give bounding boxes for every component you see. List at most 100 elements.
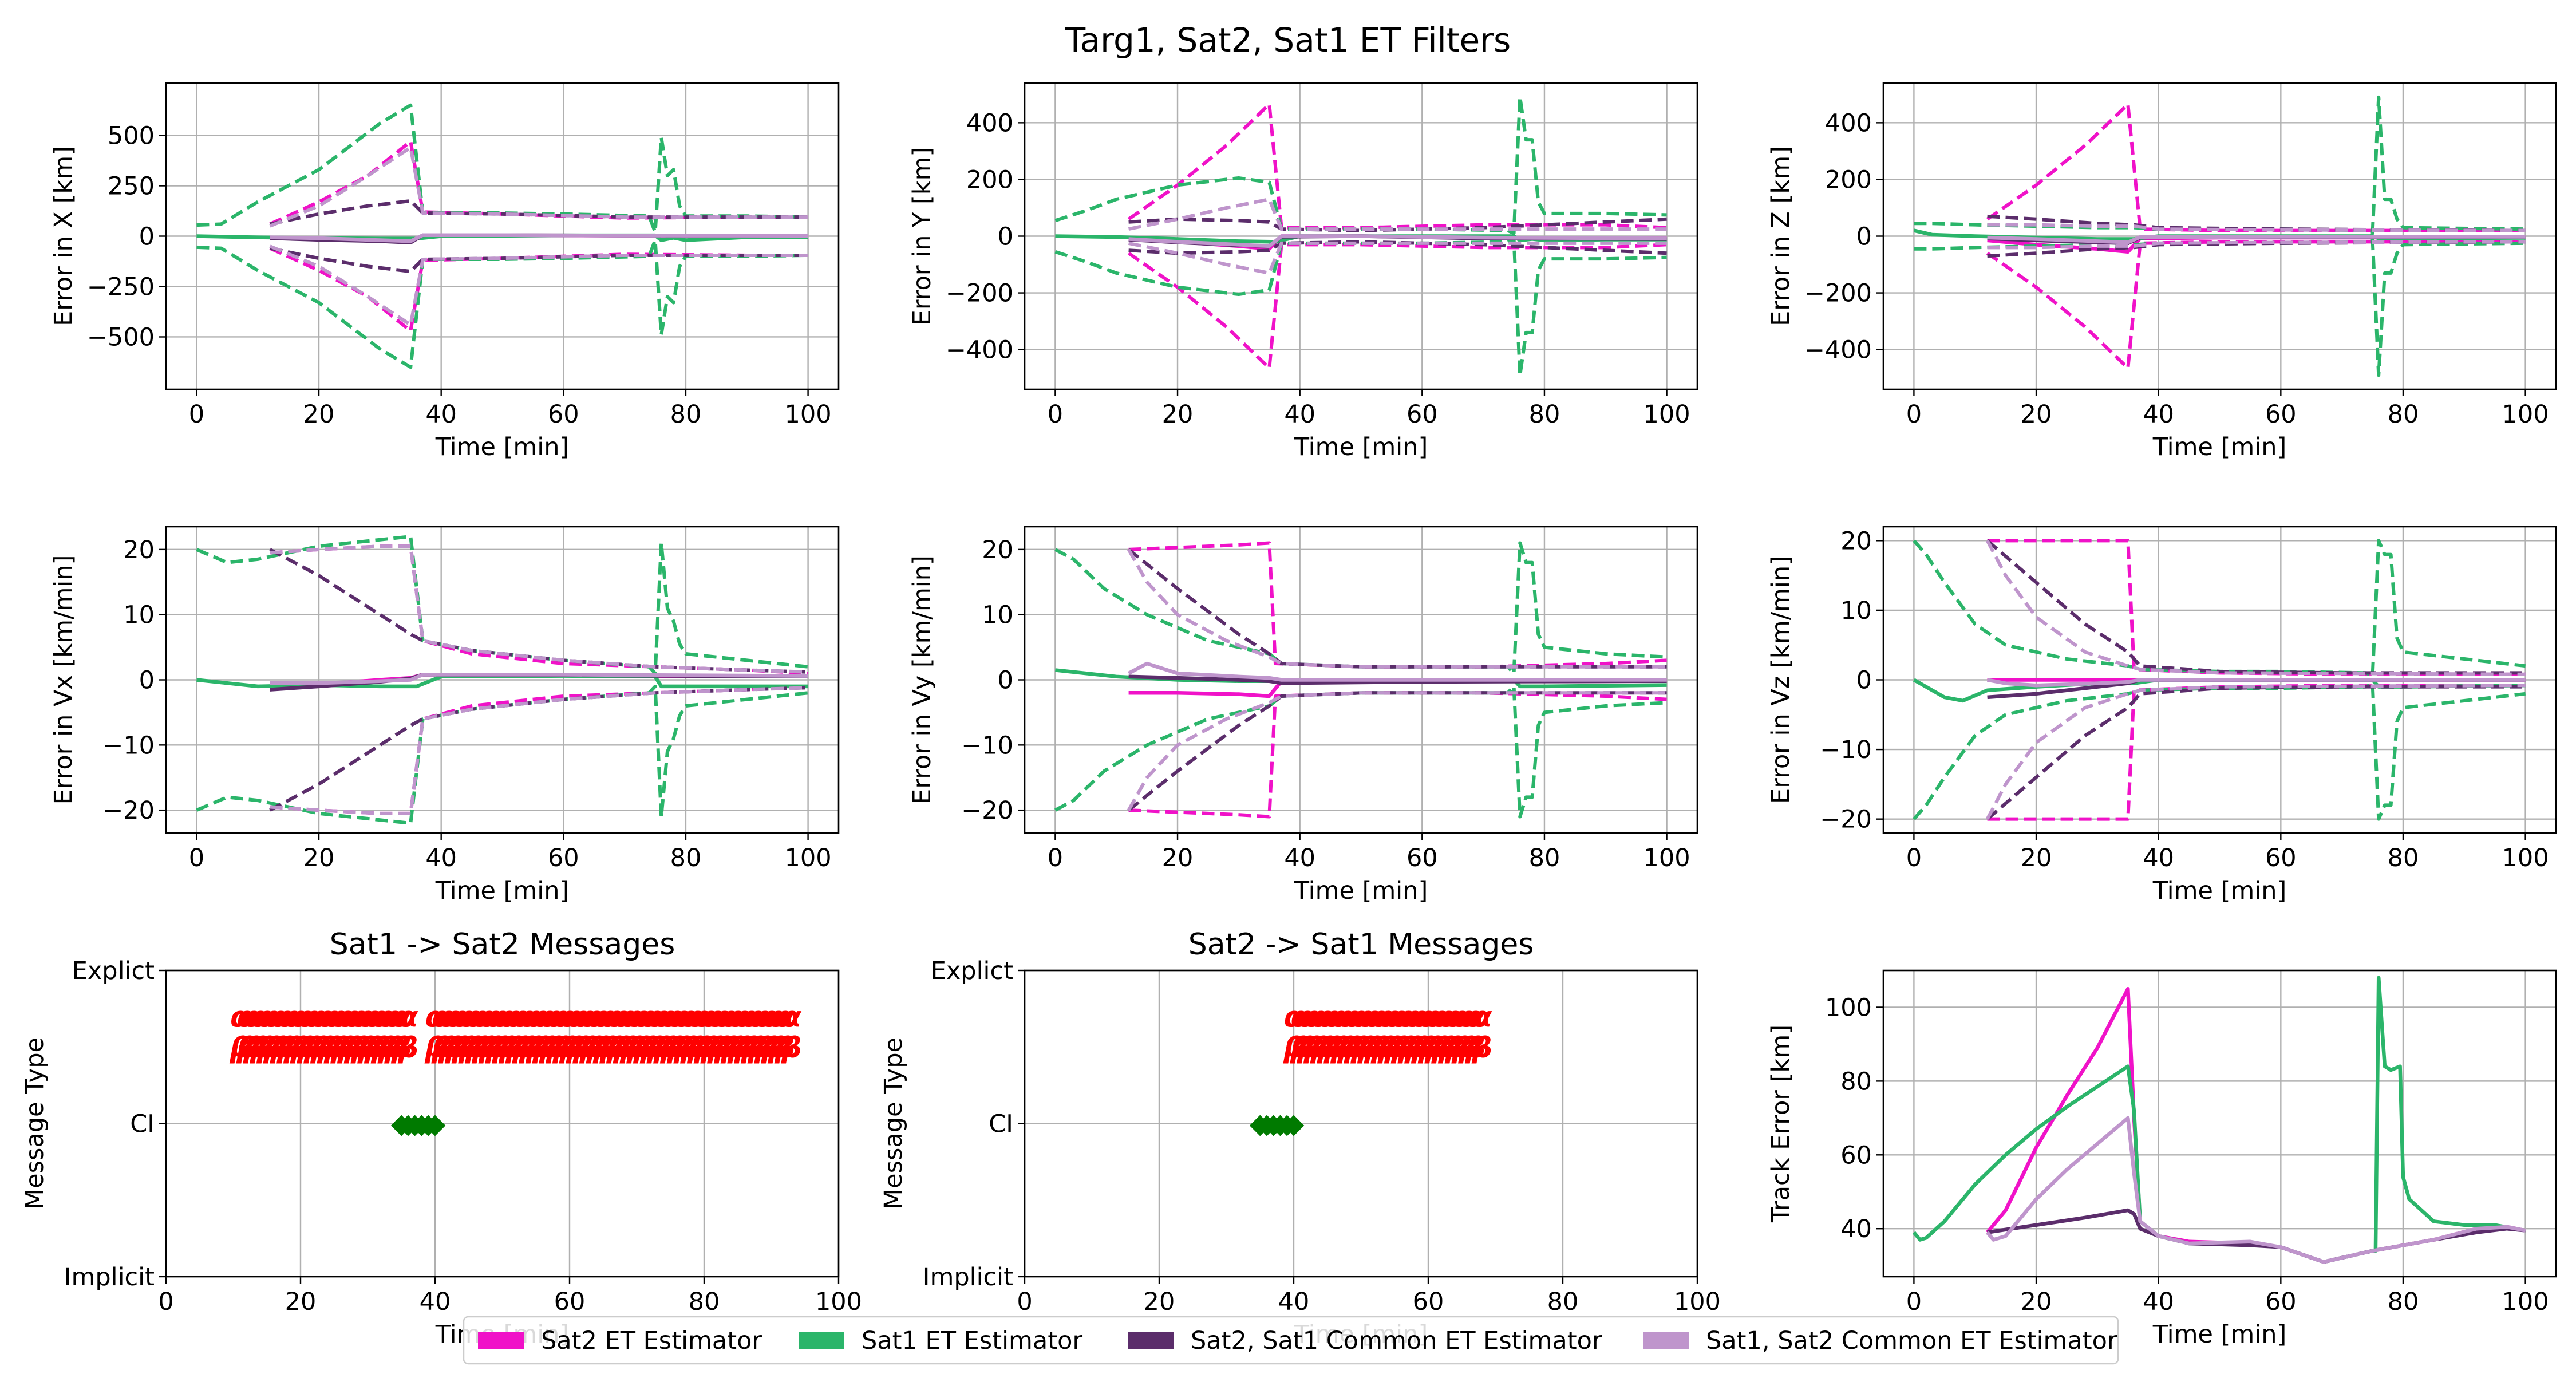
explicit-message-marker: α bbox=[486, 1000, 506, 1033]
subplot-vy: 0 20 40 60 80 100 −20 −10 0 10 20 Time [min] Error i… bbox=[908, 526, 1698, 905]
explicit-message-marker: α bbox=[782, 1000, 802, 1033]
legend-swatch-sat1-sat2-common-et-estimator bbox=[1643, 1332, 1689, 1349]
x-tick-label: 0 bbox=[189, 400, 204, 429]
explicit-message-marker: α bbox=[351, 1000, 372, 1033]
x-tick-label: 40 bbox=[1278, 1288, 1310, 1316]
x-axis-label: Time [min] bbox=[1294, 876, 1428, 905]
explicit-message-marker: α bbox=[1459, 1000, 1479, 1033]
explicit-message-marker: α bbox=[506, 1000, 526, 1033]
explicit-message-marker: α bbox=[1311, 1000, 1331, 1033]
explicit-message-marker: β bbox=[438, 1031, 459, 1064]
explicit-message-marker: α bbox=[1465, 1000, 1485, 1033]
explicit-message-marker: α bbox=[1392, 1000, 1412, 1033]
explicit-message-marker: β bbox=[350, 1031, 372, 1064]
explicit-message-marker: β bbox=[397, 1031, 418, 1064]
ci-message-marker: ◆ bbox=[1263, 1108, 1284, 1140]
explicit-message-marker: β bbox=[229, 1031, 250, 1064]
explicit-message-marker: β bbox=[283, 1031, 304, 1064]
explicit-message-marker: α bbox=[567, 1000, 587, 1033]
explicit-message-marker: β bbox=[1444, 1031, 1465, 1064]
explicit-message-marker: β bbox=[512, 1031, 533, 1064]
explicit-message-marker: α bbox=[533, 1000, 553, 1033]
y-axis-label: Message Type bbox=[879, 1037, 908, 1210]
legend-label: Sat2, Sat1 Common ET Estimator bbox=[1191, 1326, 1602, 1355]
explicit-message-marker: β bbox=[519, 1031, 540, 1064]
explicit-message-marker: β bbox=[478, 1031, 499, 1064]
y-tick-label: 80 bbox=[1840, 1067, 1872, 1096]
explicit-message-marker: α bbox=[398, 1000, 418, 1033]
x-tick-label: 60 bbox=[2265, 844, 2297, 872]
explicit-message-marker: β bbox=[1377, 1031, 1398, 1064]
y-tick-label: 0 bbox=[1856, 666, 1872, 695]
explicit-message-marker: α bbox=[244, 1000, 264, 1033]
legend-swatch-sat2-et-estimator bbox=[478, 1332, 524, 1349]
x-tick-label: 60 bbox=[2265, 400, 2297, 429]
x-axis-label: Time [min] bbox=[435, 433, 570, 461]
explicit-message-marker: β bbox=[276, 1031, 298, 1064]
upper-bound-sat1-sat2-common-et-estimator bbox=[1128, 198, 1667, 231]
explicit-message-marker: β bbox=[485, 1031, 506, 1064]
plot-area bbox=[1054, 541, 1667, 819]
ci-message-marker: ◆ bbox=[418, 1108, 439, 1140]
lower-bound-sat1-sat2-common-et-estimator bbox=[1985, 684, 2526, 820]
explicit-message-marker: α bbox=[600, 1000, 620, 1033]
explicit-message-marker: α bbox=[768, 1000, 788, 1033]
explicit-message-marker: α bbox=[641, 1000, 661, 1033]
lower-bound-sat2-sat1-common-et-estimator bbox=[1127, 691, 1667, 812]
upper-bound-sat2-sat1-common-et-estimator bbox=[269, 199, 808, 226]
lower-bound-sat1-et-estimator bbox=[1914, 237, 2526, 377]
x-tick-label: 60 bbox=[1413, 1288, 1444, 1316]
explicit-message-marker: β bbox=[653, 1031, 674, 1064]
explicit-message-marker: β bbox=[774, 1031, 795, 1064]
x-tick-label: 20 bbox=[2021, 1288, 2052, 1316]
explicit-message-marker: β bbox=[586, 1031, 607, 1064]
upper-bound-sat2-et-estimator bbox=[1128, 541, 1667, 669]
explicit-message-marker: β bbox=[424, 1031, 445, 1064]
explicit-message-marker: β bbox=[364, 1031, 385, 1064]
y-tick-label: −20 bbox=[961, 796, 1013, 825]
upper-bound-sat1-et-estimator bbox=[1054, 95, 1667, 235]
legend-label: Sat1, Sat2 Common ET Estimator bbox=[1706, 1326, 2117, 1355]
explicit-message-marker: α bbox=[721, 1000, 741, 1033]
ci-message-marker: ◆ bbox=[1257, 1108, 1278, 1140]
upper-bound-sat2-sat1-common-et-estimator bbox=[269, 548, 808, 674]
axes-frame bbox=[165, 969, 840, 1278]
lower-bound-sat2-sat1-common-et-estimator bbox=[1986, 685, 2526, 820]
y-tick-label: 60 bbox=[1840, 1141, 1872, 1170]
lower-bound-sat1-et-estimator bbox=[196, 684, 808, 825]
explicit-message-marker: α bbox=[526, 1000, 546, 1033]
explicit-message-marker: α bbox=[1439, 1000, 1459, 1033]
explicit-message-marker: β bbox=[1424, 1031, 1445, 1064]
y-tick-label: 20 bbox=[982, 536, 1013, 564]
y-axis-label: Error in Z [km] bbox=[1767, 146, 1795, 326]
explicit-message-marker: α bbox=[358, 1000, 378, 1033]
explicit-message-marker: α bbox=[1331, 1000, 1351, 1033]
legend-label: Sat1 ET Estimator bbox=[862, 1326, 1082, 1355]
y-axis-label: Error in Y [km] bbox=[908, 147, 937, 326]
explicit-message-marker: β bbox=[1317, 1031, 1338, 1064]
explicit-message-marker: β bbox=[357, 1031, 378, 1064]
explicit-message-marker: β bbox=[1303, 1031, 1324, 1064]
explicit-message-marker: β bbox=[539, 1031, 560, 1064]
x-tick-label: 100 bbox=[2502, 1288, 2549, 1316]
x-tick-label: 80 bbox=[1529, 400, 1560, 429]
explicit-message-marker: β bbox=[1437, 1031, 1459, 1064]
y-axis-label: Error in Vx [km/min] bbox=[49, 555, 78, 805]
explicit-message-marker: β bbox=[546, 1031, 567, 1064]
explicit-message-marker: β bbox=[700, 1031, 721, 1064]
ci-message-marker: ◆ bbox=[425, 1108, 446, 1140]
x-tick-label: 20 bbox=[1162, 844, 1194, 872]
explicit-message-marker: β bbox=[626, 1031, 647, 1064]
x-tick-label: 20 bbox=[285, 1288, 317, 1316]
y-axis-label: Error in Vy [km/min] bbox=[908, 555, 937, 804]
explicit-message-marker: β bbox=[323, 1031, 345, 1064]
explicit-message-marker: α bbox=[1324, 1000, 1344, 1033]
upper-bound-sat1-sat2-common-et-estimator bbox=[1987, 223, 2526, 232]
subplot-title: Sat1 -> Sat2 Messages bbox=[330, 927, 675, 962]
legend-swatch-sat1-et-estimator bbox=[799, 1332, 844, 1349]
x-tick-label: 40 bbox=[2143, 844, 2174, 872]
lower-bound-sat1-sat2-common-et-estimator bbox=[1987, 240, 2526, 250]
subplot-msg12: 0 20 40 60 80 100ImplicitCIExplictααααααααααα… bbox=[21, 927, 862, 1349]
x-tick-label: 0 bbox=[1017, 1288, 1032, 1316]
